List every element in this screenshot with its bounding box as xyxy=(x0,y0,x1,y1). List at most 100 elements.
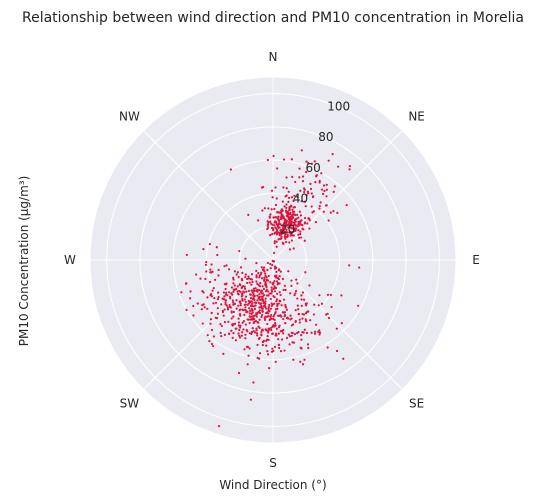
data-point xyxy=(253,307,257,311)
data-point xyxy=(326,346,329,349)
data-point xyxy=(210,263,213,266)
data-point xyxy=(274,324,277,327)
data-point xyxy=(269,281,272,284)
data-point xyxy=(241,279,244,282)
data-point xyxy=(209,322,212,325)
data-point xyxy=(223,265,226,268)
data-point xyxy=(284,240,288,244)
data-point xyxy=(223,321,227,324)
data-point xyxy=(238,309,241,312)
data-point xyxy=(318,204,321,208)
data-point xyxy=(282,158,286,161)
data-point xyxy=(278,346,281,350)
data-point xyxy=(282,332,285,335)
data-point xyxy=(234,339,237,342)
x-axis-label: Wind Direction (°) xyxy=(219,478,326,492)
data-point xyxy=(294,180,297,184)
data-point xyxy=(287,190,290,193)
data-point xyxy=(254,319,257,323)
data-point xyxy=(315,174,318,177)
data-point xyxy=(255,280,258,283)
data-point xyxy=(296,225,299,228)
data-point xyxy=(267,274,270,278)
data-point xyxy=(217,295,220,299)
data-point xyxy=(237,371,241,375)
data-point xyxy=(262,339,265,342)
radial-tick-80: 80 xyxy=(318,130,333,144)
data-point xyxy=(213,297,216,300)
data-point xyxy=(290,239,294,242)
data-point xyxy=(238,300,241,304)
data-point xyxy=(233,270,237,273)
data-point xyxy=(192,304,195,308)
data-point xyxy=(255,327,258,330)
data-point xyxy=(256,299,259,302)
data-point xyxy=(303,239,306,242)
data-point xyxy=(261,307,264,310)
data-point xyxy=(309,319,312,322)
data-point xyxy=(261,268,265,271)
data-point xyxy=(265,278,269,281)
data-point xyxy=(252,296,255,300)
data-point xyxy=(271,232,274,236)
direction-label-nw: NW xyxy=(119,109,140,123)
data-point xyxy=(263,270,266,273)
data-point xyxy=(210,328,214,332)
data-point xyxy=(268,367,271,370)
data-point xyxy=(281,209,284,212)
data-point xyxy=(204,277,207,281)
data-point xyxy=(235,273,238,276)
data-point xyxy=(253,298,256,302)
data-point xyxy=(285,176,288,179)
data-point xyxy=(275,327,278,330)
data-point xyxy=(223,295,226,298)
data-point xyxy=(277,325,280,329)
data-point xyxy=(279,218,283,221)
data-point xyxy=(247,289,251,292)
data-point xyxy=(192,314,195,317)
data-point xyxy=(340,321,343,325)
data-point xyxy=(284,209,288,212)
data-point xyxy=(259,281,262,285)
data-point xyxy=(291,230,294,234)
data-point xyxy=(272,260,275,263)
data-point xyxy=(248,281,251,284)
data-point xyxy=(261,295,264,298)
data-point xyxy=(335,349,339,353)
data-point xyxy=(240,292,244,295)
data-point xyxy=(205,260,208,264)
data-point xyxy=(277,338,280,341)
data-point xyxy=(257,219,260,222)
data-point xyxy=(275,240,278,243)
data-point xyxy=(210,293,213,296)
data-point xyxy=(217,268,220,272)
data-point xyxy=(335,327,338,330)
data-point xyxy=(303,188,306,191)
data-point xyxy=(264,328,267,331)
data-point xyxy=(290,279,293,282)
data-point xyxy=(212,287,215,290)
data-point xyxy=(295,217,298,220)
data-point xyxy=(300,304,303,307)
data-point xyxy=(319,201,322,204)
data-point xyxy=(325,313,328,316)
data-point xyxy=(254,331,257,334)
data-point xyxy=(325,183,328,186)
data-point xyxy=(318,333,321,336)
data-point xyxy=(283,221,287,224)
radial-tick-60: 60 xyxy=(306,161,321,175)
data-point xyxy=(223,308,226,311)
data-point xyxy=(261,343,264,347)
data-point xyxy=(303,200,307,203)
data-point xyxy=(235,299,238,302)
data-point xyxy=(268,303,271,307)
data-point xyxy=(299,214,303,217)
data-point xyxy=(278,275,281,278)
data-point xyxy=(237,324,240,327)
data-point xyxy=(260,315,263,318)
data-point xyxy=(283,284,286,287)
data-point xyxy=(202,291,205,294)
data-point xyxy=(294,320,297,323)
data-point xyxy=(233,288,236,291)
data-point xyxy=(260,186,264,189)
